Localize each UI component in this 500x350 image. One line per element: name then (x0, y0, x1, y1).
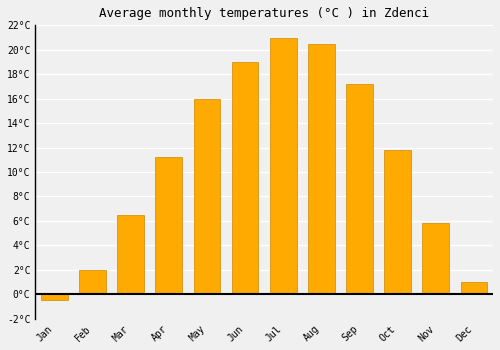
Bar (232, 62, 258, 294)
Bar (384, 150, 411, 294)
Title: Average monthly temperatures (°C ) in Zdenci: Average monthly temperatures (°C ) in Zd… (99, 7, 429, 20)
Bar (79, 270, 106, 294)
Bar (118, 215, 144, 294)
Bar (41, 294, 68, 300)
Bar (460, 282, 487, 294)
Bar (308, 44, 335, 294)
Bar (194, 99, 220, 294)
Bar (270, 37, 296, 294)
Bar (156, 157, 182, 294)
Bar (346, 84, 373, 294)
Bar (422, 223, 449, 294)
